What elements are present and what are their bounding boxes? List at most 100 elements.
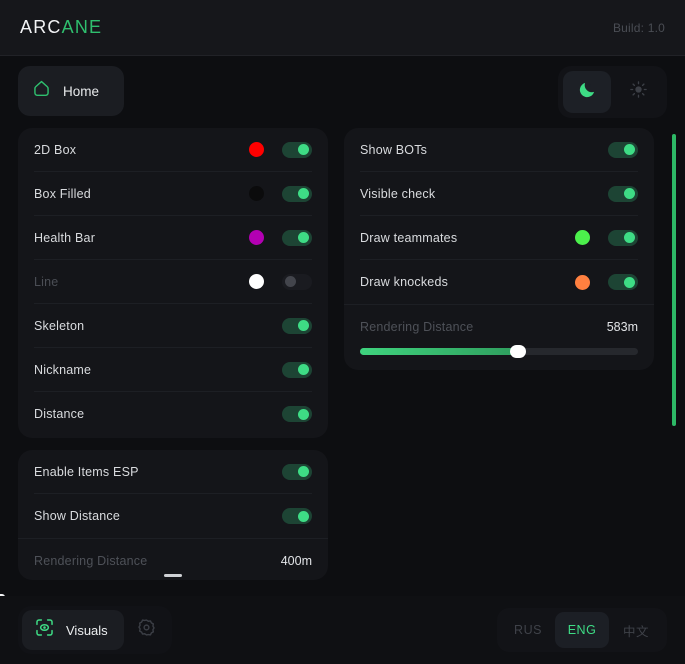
lang-button-rus[interactable]: RUS <box>514 623 542 637</box>
setting-row[interactable]: Visible check <box>360 172 638 216</box>
tab-home[interactable]: Home <box>18 66 124 116</box>
setting-row-label: Show BOTs <box>360 142 428 157</box>
setting-row-label: Line <box>34 274 59 289</box>
setting-row-label: Draw teammates <box>360 230 458 245</box>
setting-row-label: Box Filled <box>34 186 91 201</box>
logo-text-primary: ARC <box>20 17 62 37</box>
toggle-knob <box>298 408 309 420</box>
logo-text-accent: ANE <box>61 17 103 37</box>
toggle-knob <box>298 188 309 199</box>
items-slider-label: Rendering Distance <box>34 553 148 568</box>
misc-slider-track[interactable] <box>360 345 638 358</box>
vertical-scrollbar-right[interactable] <box>672 134 676 426</box>
setting-row-label: Health Bar <box>34 230 96 245</box>
setting-row[interactable]: Skeleton <box>34 304 312 348</box>
toggle-switch[interactable] <box>608 274 638 290</box>
setting-row-label: Enable Items ESP <box>34 464 139 479</box>
setting-row-label: Draw knockeds <box>360 275 449 289</box>
setting-row[interactable]: Draw knockeds <box>360 260 638 304</box>
build-version-label: Build: 1.0 <box>612 20 665 35</box>
lang-button-eng[interactable]: ENG <box>555 612 609 648</box>
app-logo: ARCANE <box>20 17 102 38</box>
setting-row[interactable]: Line <box>34 260 312 304</box>
toggle-switch[interactable] <box>282 463 312 480</box>
setting-row-controls <box>575 274 638 290</box>
toggle-switch[interactable] <box>282 508 312 524</box>
setting-row[interactable]: Show Distance <box>34 494 312 538</box>
toggle-switch[interactable] <box>608 185 638 202</box>
items-row-list: Enable Items ESP Show Distance <box>18 450 328 538</box>
nav-item-visuals-label: Visuals <box>66 622 108 638</box>
color-swatch[interactable] <box>249 186 264 201</box>
setting-row-controls <box>249 273 312 290</box>
card-misc: Show BOTs Visible check Draw teammates Draw… <box>344 128 654 370</box>
setting-row-controls <box>282 463 312 480</box>
color-swatch[interactable] <box>249 274 264 289</box>
nav-item-settings[interactable] <box>126 610 168 650</box>
color-swatch[interactable] <box>249 230 264 245</box>
setting-row[interactable]: Box Filled <box>34 172 312 216</box>
setting-row[interactable]: Health Bar <box>34 216 312 260</box>
misc-slider-value: 583m <box>606 319 638 334</box>
setting-row-controls <box>249 229 312 246</box>
nav-item-visuals[interactable]: Visuals <box>22 610 124 650</box>
home-icon <box>32 79 51 103</box>
setting-row[interactable]: 2D Box <box>34 128 312 172</box>
toggle-knob <box>298 510 309 522</box>
toggle-switch[interactable] <box>282 406 312 422</box>
bottom-nav-group: Visuals <box>18 606 172 654</box>
misc-row-list: Show BOTs Visible check Draw teammates Draw… <box>344 128 654 304</box>
toggle-knob <box>624 188 635 199</box>
toggle-knob <box>298 364 309 375</box>
app-header: ARCANE Build: 1.0 <box>0 0 685 56</box>
card-resize-handle[interactable] <box>164 574 182 577</box>
toggle-knob <box>298 320 309 331</box>
color-swatch[interactable] <box>249 142 264 157</box>
setting-row[interactable]: Draw teammates <box>360 216 638 260</box>
theme-dark-button[interactable] <box>563 71 611 113</box>
eye-scan-icon <box>34 617 55 643</box>
toggle-switch[interactable] <box>282 317 312 334</box>
toggle-knob <box>624 276 635 288</box>
toggle-switch[interactable] <box>282 273 312 290</box>
setting-row[interactable]: Enable Items ESP <box>34 450 312 494</box>
esp-row-list: 2D Box Box Filled Health Bar Line Skeleton Ni… <box>18 128 328 436</box>
toggle-switch[interactable] <box>282 185 312 202</box>
card-esp: 2D Box Box Filled Health Bar Line Skeleton Ni… <box>18 128 328 438</box>
theme-switch <box>558 66 667 118</box>
toggle-switch[interactable] <box>282 141 312 158</box>
toggle-knob <box>298 466 309 477</box>
setting-row-controls <box>282 406 312 422</box>
items-slider-value: 400m <box>280 553 312 568</box>
setting-row[interactable]: Nickname <box>34 348 312 392</box>
misc-slider-thumb[interactable] <box>510 345 527 358</box>
toggle-switch[interactable] <box>608 141 638 158</box>
toggle-switch[interactable] <box>282 361 312 378</box>
setting-row[interactable]: Show BOTs <box>360 128 638 172</box>
setting-row-label: 2D Box <box>34 142 77 157</box>
misc-slider-header: Rendering Distance 583m <box>344 304 654 348</box>
setting-row-label: Distance <box>34 407 85 421</box>
toggle-switch[interactable] <box>282 229 312 246</box>
toggle-knob <box>298 232 309 243</box>
toggle-switch[interactable] <box>608 229 638 246</box>
sun-icon <box>629 80 648 104</box>
setting-row-controls <box>575 229 638 246</box>
moon-icon <box>577 80 597 105</box>
misc-slider-fill <box>360 348 519 355</box>
theme-light-button[interactable] <box>615 71 663 113</box>
setting-row-label: Nickname <box>34 362 92 377</box>
color-swatch[interactable] <box>575 230 590 245</box>
setting-row-label: Skeleton <box>34 318 85 333</box>
language-switcher: RUS ENG 中文 <box>497 608 667 652</box>
toggle-knob <box>298 144 309 155</box>
tab-home-label: Home <box>63 83 100 99</box>
items-slider-header: Rendering Distance 400m <box>18 538 328 580</box>
gear-icon <box>137 618 156 642</box>
lang-button-中文[interactable]: 中文 <box>622 624 649 639</box>
setting-row[interactable]: Distance <box>34 392 312 436</box>
setting-row-label: Show Distance <box>34 509 120 523</box>
color-swatch[interactable] <box>575 274 590 290</box>
card-items: Enable Items ESP Show Distance Rendering … <box>18 450 328 580</box>
